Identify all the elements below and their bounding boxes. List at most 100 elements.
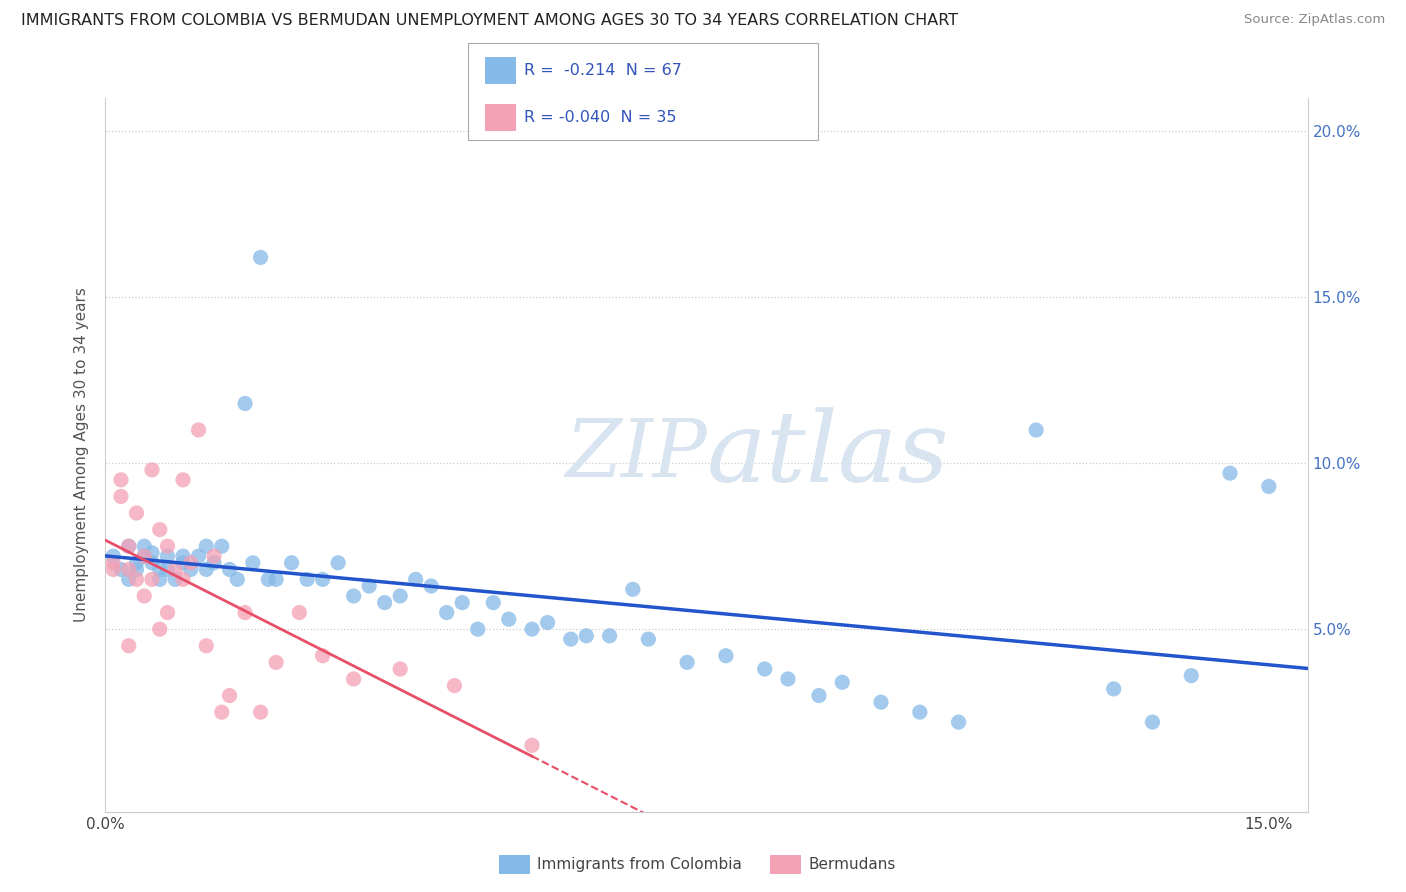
Point — [311, 648, 333, 663]
Point — [156, 549, 179, 563]
Point — [134, 539, 156, 553]
Point — [560, 632, 582, 647]
Point — [195, 539, 218, 553]
Point — [172, 473, 194, 487]
Point — [311, 573, 333, 587]
Point — [676, 656, 699, 670]
Point — [264, 656, 287, 670]
Point — [141, 573, 163, 587]
Point — [134, 589, 156, 603]
Point — [436, 606, 458, 620]
Point — [536, 615, 558, 630]
Point — [180, 556, 202, 570]
Point — [714, 648, 737, 663]
Point — [149, 622, 172, 636]
Text: ZIP: ZIP — [565, 417, 707, 493]
Point — [202, 549, 225, 563]
Point — [125, 556, 148, 570]
Point — [288, 606, 311, 620]
Text: Source: ZipAtlas.com: Source: ZipAtlas.com — [1244, 13, 1385, 27]
Point — [172, 549, 194, 563]
Point — [103, 556, 125, 570]
Point — [187, 423, 209, 437]
Point — [149, 562, 172, 576]
Point — [156, 539, 179, 553]
Point — [103, 549, 125, 563]
Point — [1219, 466, 1241, 480]
Point — [948, 715, 970, 730]
Point — [156, 606, 179, 620]
Point — [202, 556, 225, 570]
Point — [575, 629, 598, 643]
Point — [211, 705, 233, 719]
Point — [1142, 715, 1164, 730]
Point — [637, 632, 659, 647]
Point — [405, 573, 427, 587]
Point — [125, 506, 148, 520]
Text: R = -0.040  N = 35: R = -0.040 N = 35 — [524, 110, 676, 125]
Point — [1180, 668, 1202, 682]
Point — [264, 573, 287, 587]
Point — [621, 582, 644, 597]
Point — [389, 662, 412, 676]
Point — [233, 396, 256, 410]
Point — [807, 689, 830, 703]
Y-axis label: Unemployment Among Ages 30 to 34 years: Unemployment Among Ages 30 to 34 years — [75, 287, 90, 623]
Point — [257, 573, 280, 587]
Point — [211, 539, 233, 553]
Point — [443, 679, 465, 693]
Point — [180, 562, 202, 576]
Point — [226, 573, 249, 587]
Point — [125, 573, 148, 587]
Point — [420, 579, 443, 593]
Point — [280, 556, 302, 570]
Point — [374, 596, 396, 610]
Point — [831, 675, 853, 690]
Point — [520, 622, 543, 636]
Point — [908, 705, 931, 719]
Text: Bermudans: Bermudans — [808, 857, 896, 871]
Point — [149, 573, 172, 587]
Point — [1257, 479, 1279, 493]
Point — [295, 573, 318, 587]
Point — [125, 562, 148, 576]
Point — [754, 662, 776, 676]
Point — [218, 689, 240, 703]
Point — [451, 596, 474, 610]
Point — [1102, 681, 1125, 696]
Point — [359, 579, 381, 593]
Point — [389, 589, 412, 603]
Point — [165, 562, 187, 576]
Point — [141, 463, 163, 477]
Text: IMMIGRANTS FROM COLOMBIA VS BERMUDAN UNEMPLOYMENT AMONG AGES 30 TO 34 YEARS CORR: IMMIGRANTS FROM COLOMBIA VS BERMUDAN UNE… — [21, 13, 959, 29]
Point — [776, 672, 799, 686]
Point — [1025, 423, 1047, 437]
Point — [103, 562, 125, 576]
Point — [118, 539, 141, 553]
Point — [195, 562, 218, 576]
Point — [110, 473, 132, 487]
Point — [599, 629, 621, 643]
Point — [870, 695, 893, 709]
Point — [165, 573, 187, 587]
Point — [118, 573, 141, 587]
Point — [343, 589, 366, 603]
Point — [218, 562, 240, 576]
Point — [110, 490, 132, 504]
Point — [187, 549, 209, 563]
Point — [110, 562, 132, 576]
Point — [149, 523, 172, 537]
Point — [242, 556, 264, 570]
Point — [343, 672, 366, 686]
Point — [141, 546, 163, 560]
Point — [249, 251, 271, 265]
Point — [172, 573, 194, 587]
Point — [134, 549, 156, 563]
Text: atlas: atlas — [707, 408, 949, 502]
Text: Immigrants from Colombia: Immigrants from Colombia — [537, 857, 742, 871]
Point — [482, 596, 505, 610]
Point — [141, 556, 163, 570]
Point — [498, 612, 520, 626]
Point — [326, 556, 349, 570]
Point — [195, 639, 218, 653]
